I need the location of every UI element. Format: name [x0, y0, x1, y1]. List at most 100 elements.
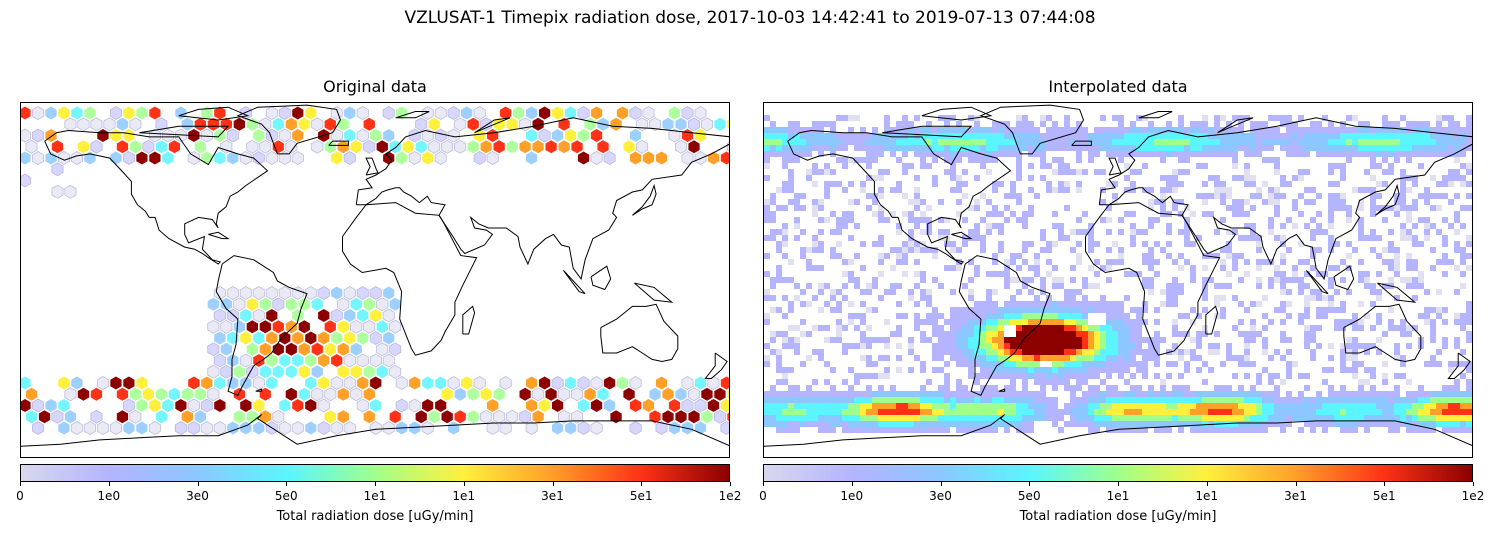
interpolated-cell: [1130, 325, 1136, 331]
interpolated-cell: [1064, 235, 1070, 241]
interpolated-cell: [1214, 409, 1220, 415]
right-coastline: [1085, 202, 1221, 356]
interpolated-cell: [1394, 355, 1400, 361]
interpolated-cell: [1082, 331, 1088, 337]
interpolated-cell: [1148, 391, 1154, 397]
interpolated-cell: [1160, 301, 1166, 307]
interpolated-cell: [1382, 421, 1388, 427]
interpolated-cell: [1340, 343, 1346, 349]
interpolated-cell: [974, 139, 980, 145]
interpolated-cell: [1058, 343, 1064, 349]
hexbin-cell: [409, 376, 421, 390]
interpolated-cell: [1220, 307, 1226, 313]
interpolated-cell: [1400, 409, 1406, 415]
interpolated-cell: [1076, 253, 1082, 259]
hexbin-cell: [467, 140, 479, 154]
interpolated-cell: [1040, 355, 1046, 361]
interpolated-cell: [974, 415, 980, 421]
interpolated-cell: [764, 115, 770, 121]
interpolated-cell: [1412, 241, 1418, 247]
interpolated-cell: [1058, 313, 1064, 319]
hexbin-cell: [421, 421, 434, 435]
interpolated-cell: [1064, 343, 1070, 349]
interpolated-cell: [866, 205, 872, 211]
interpolated-cell: [968, 373, 974, 379]
interpolated-cell: [1136, 385, 1142, 391]
hexbin-cell: [227, 331, 239, 345]
interpolated-cell: [1166, 133, 1172, 139]
hexbin-cell: [337, 117, 349, 131]
interpolated-cell: [1046, 187, 1052, 193]
interpolated-cell: [1190, 415, 1196, 421]
hexbin-cell: [714, 387, 726, 401]
interpolated-cell: [1022, 283, 1028, 289]
interpolated-cell: [1304, 133, 1310, 139]
interpolated-cell: [818, 151, 824, 157]
interpolated-cell: [1400, 187, 1406, 193]
interpolated-cell: [788, 277, 794, 283]
interpolated-cell: [1376, 391, 1382, 397]
interpolated-cell: [1136, 397, 1142, 403]
interpolated-cell: [932, 421, 938, 427]
interpolated-cell: [1262, 325, 1268, 331]
interpolated-cell: [1340, 175, 1346, 181]
colorbar-tick-mark: [1029, 482, 1031, 486]
interpolated-cell: [860, 373, 866, 379]
interpolated-cell: [1178, 211, 1184, 217]
interpolated-cell: [1052, 409, 1058, 415]
hexbin-cell: [493, 409, 506, 424]
hexbin-cell: [422, 376, 434, 390]
interpolated-cell: [1124, 211, 1130, 217]
hexbin-cell: [629, 151, 642, 165]
hexbin-cell: [259, 342, 271, 356]
interpolated-cell: [806, 259, 812, 265]
interpolated-cell: [1154, 421, 1160, 427]
interpolated-cell: [1052, 385, 1058, 391]
interpolated-cell: [1172, 295, 1178, 301]
interpolated-cell: [1160, 385, 1166, 391]
interpolated-cell: [1196, 337, 1202, 343]
interpolated-cell: [824, 403, 830, 409]
interpolated-cell: [1352, 133, 1358, 139]
interpolated-cell: [1454, 133, 1460, 139]
hexbin-cell: [675, 410, 687, 424]
interpolated-cell: [1394, 139, 1400, 145]
interpolated-cell: [1328, 355, 1334, 361]
interpolated-cell: [1142, 229, 1148, 235]
interpolated-cell: [992, 385, 998, 391]
interpolated-cell: [782, 391, 788, 397]
hexbin-cell: [272, 297, 285, 312]
interpolated-cell: [1460, 313, 1466, 319]
interpolated-cell: [1118, 355, 1124, 361]
interpolated-cell: [1400, 145, 1406, 151]
interpolated-cell: [1154, 391, 1160, 397]
interpolated-cell: [1358, 385, 1364, 391]
interpolated-cell: [1202, 391, 1208, 397]
interpolated-cell: [1034, 337, 1040, 343]
colorbar-tick-mark: [1473, 482, 1474, 486]
interpolated-cell: [872, 409, 878, 415]
interpolated-cell: [968, 361, 974, 367]
interpolated-cell: [848, 139, 854, 145]
interpolated-cell: [998, 343, 1004, 349]
interpolated-cell: [932, 343, 938, 349]
interpolated-cell: [1016, 133, 1022, 139]
interpolated-cell: [950, 337, 956, 343]
interpolated-cell: [932, 349, 938, 355]
interpolated-cell: [1178, 133, 1184, 139]
interpolated-cell: [908, 217, 914, 223]
hexbin-cell: [129, 140, 141, 154]
right-coastline: [1098, 117, 1472, 281]
interpolated-cell: [1412, 199, 1418, 205]
hexbin-cell: [31, 151, 45, 165]
interpolated-cell: [986, 301, 992, 307]
interpolated-cell: [1154, 319, 1160, 325]
interpolated-cell: [1382, 391, 1388, 397]
hexbin-cell: [369, 286, 382, 300]
interpolated-cell: [1400, 361, 1406, 367]
left-colorbar: [20, 464, 730, 482]
interpolated-cell: [1172, 403, 1178, 409]
interpolated-cell: [1436, 127, 1442, 133]
interpolated-cell: [1052, 379, 1058, 385]
interpolated-cell: [1340, 163, 1346, 169]
